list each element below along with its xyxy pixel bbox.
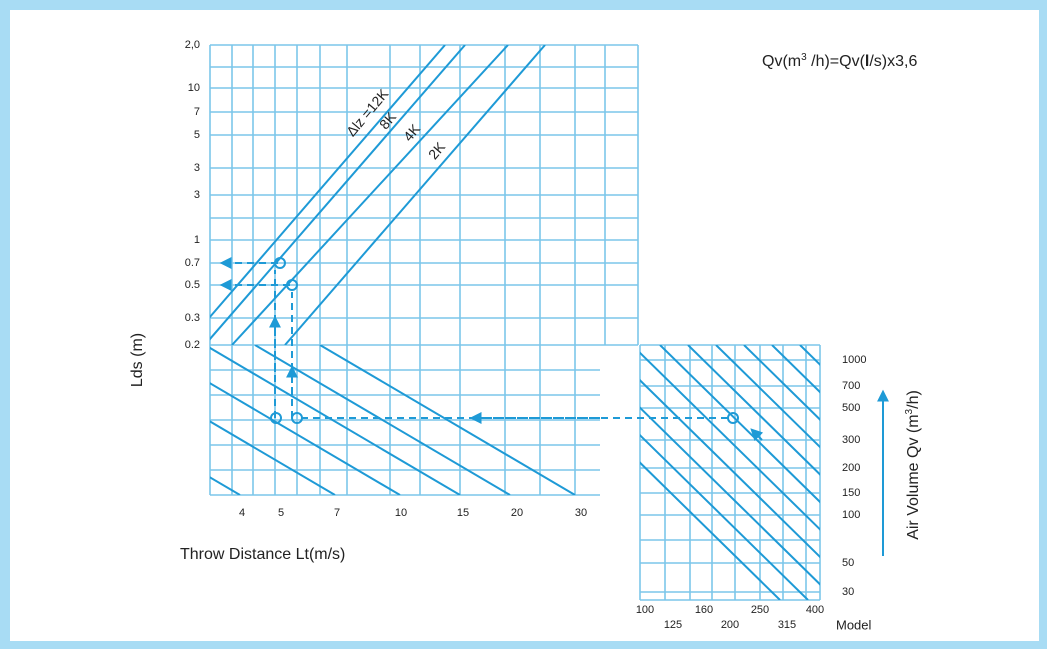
y-label: 5 [194, 129, 200, 141]
formula: Qv(m3 /h)=Qv(l/s)x3,6 [762, 52, 917, 71]
curve [319, 345, 576, 495]
x-label: 10 [395, 507, 407, 519]
curve [640, 351, 820, 531]
curve [640, 378, 820, 559]
y-title: Lds (m) [129, 333, 146, 387]
curve [284, 45, 546, 345]
curve [210, 346, 461, 495]
y-label: 0.2 [185, 339, 200, 351]
x-label: 20 [511, 507, 523, 519]
curve [231, 45, 509, 345]
guides [219, 257, 889, 556]
panel [10, 10, 1039, 641]
volume-label: 300 [842, 434, 860, 446]
y-label: 0.7 [185, 257, 200, 269]
model-label: 160 [695, 604, 713, 616]
y-label: 7 [194, 106, 200, 118]
volume-label: 200 [842, 462, 860, 474]
model-label: 125 [664, 619, 682, 631]
curve [715, 345, 820, 449]
model-label: 200 [721, 619, 739, 631]
model-label: 315 [778, 619, 796, 631]
volume-label: 1000 [842, 354, 866, 366]
x-title: Throw Distance Lt(m/s) [180, 546, 345, 563]
y-label: 2,0 [185, 39, 200, 51]
curve [771, 345, 820, 394]
model-lines [640, 345, 820, 600]
volume-label: 700 [842, 380, 860, 392]
curve [210, 420, 336, 495]
volume-label: 500 [842, 402, 860, 414]
volume-label: 50 [842, 557, 854, 569]
x-label: 30 [575, 507, 587, 519]
x-label: 4 [239, 507, 245, 519]
volume-label: 30 [842, 586, 854, 598]
volume-label: 100 [842, 509, 860, 521]
curve [210, 382, 401, 495]
curve [210, 45, 446, 319]
model-title: Model [836, 617, 872, 632]
x-label: 7 [334, 507, 340, 519]
curve [659, 345, 820, 504]
curve [640, 461, 781, 600]
upper-lines [210, 45, 546, 345]
curve [687, 345, 820, 476]
model-label: 250 [751, 604, 769, 616]
y-label: 10 [188, 82, 200, 94]
curve [210, 45, 466, 341]
volume-title: Air Volume Qv (m3/h) [904, 390, 923, 540]
x-label: 15 [457, 507, 469, 519]
y-label: 1 [194, 234, 200, 246]
x-label: 5 [278, 507, 284, 519]
curve [640, 433, 809, 600]
y-label: 0.3 [185, 312, 200, 324]
curve [640, 406, 820, 586]
model-label: 400 [806, 604, 824, 616]
model-label: 100 [636, 604, 654, 616]
y-label: 3 [194, 162, 200, 174]
grid [209, 44, 821, 601]
curve [743, 345, 820, 421]
y-label: 3 [194, 189, 200, 201]
volume-label: 150 [842, 487, 860, 499]
y-label: 0.5 [185, 279, 200, 291]
